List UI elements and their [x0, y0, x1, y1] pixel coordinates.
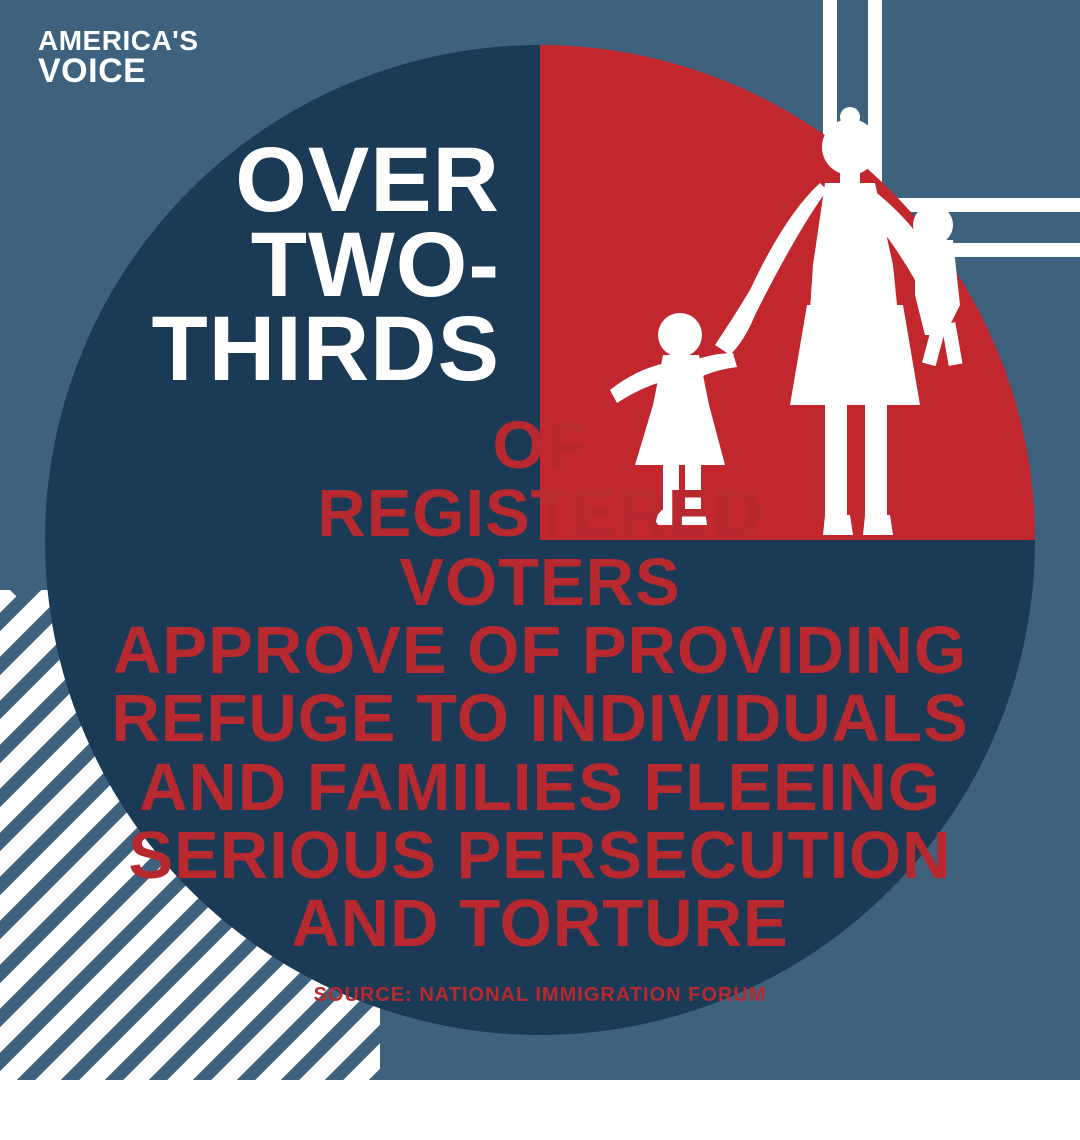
body-text-line: SERIOUS PERSECUTION — [60, 822, 1020, 890]
infographic-canvas: AMERICA'S VOICE — [0, 0, 1080, 1080]
brand-logo: AMERICA'S VOICE — [38, 28, 199, 87]
logo-line-1: AMERICA'S — [38, 28, 199, 55]
body-text-line: REFUGE TO INDIVIDUALS — [60, 685, 1020, 753]
body-text-line: AND TORTURE — [60, 890, 1020, 958]
body-text-line: AND FAMILIES FLEEING — [60, 754, 1020, 822]
body-text-line: VOTERS — [60, 549, 1020, 617]
source-attribution: SOURCE: NATIONAL IMMIGRATION FORUM — [0, 984, 1080, 1007]
body-text-line: OF — [60, 412, 1020, 480]
body-text: OFREGISTEREDVOTERSAPPROVE OF PROVIDINGRE… — [60, 412, 1020, 959]
headline-text: OVER TWO-THIRDS — [100, 138, 500, 392]
body-text-line: APPROVE OF PROVIDING — [60, 617, 1020, 685]
body-text-line: REGISTERED — [60, 480, 1020, 548]
logo-line-2: VOICE — [38, 55, 199, 87]
